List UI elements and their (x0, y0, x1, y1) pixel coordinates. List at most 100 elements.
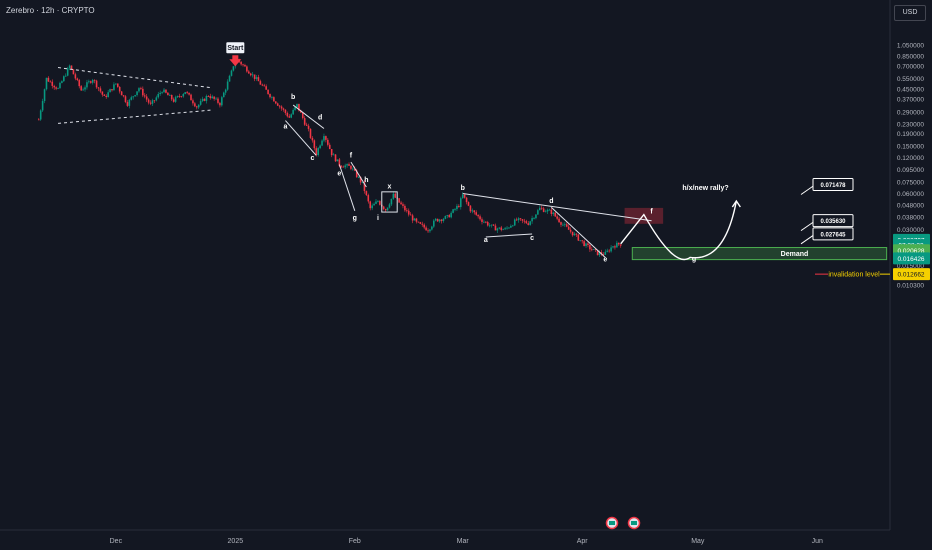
candle-body (355, 170, 358, 178)
candle-body (128, 99, 131, 106)
triangle-lower-line (58, 109, 213, 124)
candle-body (209, 96, 212, 99)
candle-body (598, 252, 601, 256)
candle-body (365, 191, 368, 196)
candle-body (169, 94, 171, 96)
candle-body (446, 215, 449, 216)
candle-body (436, 218, 439, 222)
price-axis-tag-text: 0.016426 (897, 256, 924, 263)
candle-body (564, 224, 566, 226)
wave-label-g: g (353, 215, 357, 222)
candle-body (78, 80, 81, 87)
y-tick-label: 0.048000 (897, 203, 924, 210)
candle-body (471, 210, 474, 212)
wave-label-i: i (377, 215, 379, 222)
candle-body (184, 92, 187, 95)
candle-body (49, 81, 52, 83)
candle-body (88, 81, 90, 83)
currency-button[interactable]: USD (894, 5, 926, 21)
candle-body (95, 80, 98, 88)
candle-body (126, 102, 129, 106)
candle-body (340, 165, 343, 167)
y-tick-label: 0.060000 (897, 191, 924, 198)
x-wave-box (381, 191, 398, 213)
candle-body (45, 77, 48, 90)
candle-body (186, 92, 188, 93)
candles (37, 56, 622, 257)
candle-body (176, 95, 179, 98)
candle-body (305, 124, 308, 126)
candle-body (444, 215, 447, 219)
candle-body (550, 209, 553, 214)
candle-body (608, 250, 610, 252)
candle-body (473, 210, 476, 213)
candle-body (136, 91, 138, 96)
candle-body (276, 103, 279, 106)
candle-body (82, 89, 84, 91)
candle-body (246, 66, 248, 72)
candle-body (485, 221, 487, 223)
candle-body (619, 244, 622, 246)
candle-body (425, 227, 427, 231)
candle-body (80, 86, 82, 91)
candle-body (265, 86, 267, 90)
x-tick-label: 2025 (228, 538, 244, 545)
wave-line-bd (292, 104, 325, 129)
candle-body (332, 154, 335, 156)
candle-body (533, 218, 535, 219)
candle-body (342, 166, 345, 168)
candle-body (301, 112, 304, 119)
y-tick-label: 0.230000 (897, 121, 924, 128)
candle-body (546, 209, 549, 212)
candle-body (510, 225, 512, 228)
candle-body (93, 79, 96, 81)
candle-body (565, 224, 568, 227)
candle-body (490, 224, 493, 226)
candle-body (537, 210, 539, 215)
candle-body (309, 128, 312, 138)
candle-body (334, 154, 337, 162)
candle-body (142, 88, 144, 96)
candle-body (606, 250, 609, 252)
candle-body (529, 221, 531, 225)
y-tick-label: 0.010300 (897, 282, 924, 289)
y-tick-label: 0.015000 (897, 263, 924, 270)
candle-body (515, 219, 518, 221)
wave-label-f: f (650, 208, 653, 215)
y-tick-label: 0.120000 (897, 155, 924, 162)
candle-body (278, 105, 281, 107)
candle-body (465, 197, 468, 203)
candle-body (558, 218, 560, 223)
candle-body (194, 103, 196, 107)
candle-body (548, 209, 551, 211)
wave-label-g: g (692, 256, 696, 263)
candle-body (180, 96, 183, 98)
candle-body (494, 225, 497, 231)
candle-body (323, 136, 325, 141)
candle-body (215, 98, 217, 100)
y-tick-label: 0.030000 (897, 227, 924, 234)
demand-label: Demand (781, 251, 809, 258)
candle-body (257, 77, 260, 82)
candle-body (86, 82, 88, 88)
candle-body (544, 211, 547, 213)
candle-body (263, 85, 266, 87)
candle-body (421, 223, 424, 225)
candle-body (271, 97, 273, 98)
candle-body (224, 89, 227, 93)
target-value: 0.027645 (820, 232, 846, 238)
candle-body (319, 145, 321, 149)
candle-body (486, 222, 489, 226)
y-tick-label: 0.450000 (897, 86, 924, 93)
candle-body (552, 212, 555, 214)
candle-body (369, 201, 372, 209)
candle-body (388, 204, 391, 208)
target-pointer (800, 185, 815, 195)
x-tick-label: Apr (577, 538, 589, 545)
candle-body (157, 93, 160, 98)
target-box (812, 214, 854, 228)
candle-body (500, 227, 503, 230)
candle-body (600, 252, 603, 255)
candle-body (199, 101, 202, 105)
